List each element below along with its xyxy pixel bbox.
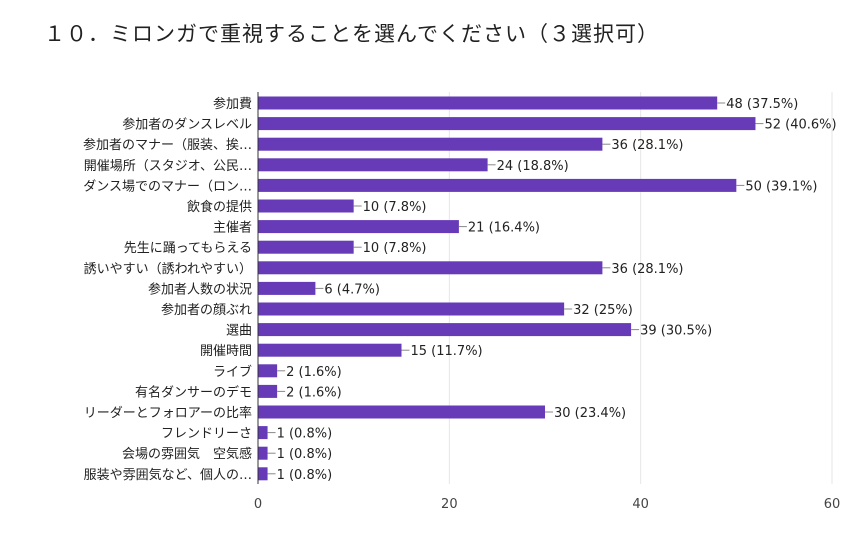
x-tick-label: 40 <box>632 497 649 512</box>
bar <box>258 364 278 378</box>
category-label: 主催者 <box>213 221 252 236</box>
category-label: 会場の雰囲気 空気感 <box>122 446 252 462</box>
data-label: 6 (4.7%) <box>324 282 380 297</box>
data-label: 1 (0.8%) <box>277 427 333 442</box>
data-label: 39 (30.5%) <box>640 324 712 339</box>
category-label: 服装や雰囲気など、個人の… <box>84 467 252 483</box>
bar <box>258 302 565 316</box>
data-label: 36 (28.1%) <box>611 138 683 153</box>
data-label: 10 (7.8%) <box>363 241 427 256</box>
bar <box>258 158 488 172</box>
category-label: 誘いやすい（誘われやすい） <box>84 262 252 277</box>
category-label: 選曲 <box>226 324 252 339</box>
category-label: 参加者のダンスレベル <box>122 117 252 133</box>
category-label: 開催時間 <box>200 344 252 359</box>
category-label: ライブ <box>213 364 252 380</box>
data-label: 48 (37.5%) <box>726 97 798 112</box>
category-label: 飲食の提供 <box>187 199 252 215</box>
x-tick-label: 60 <box>824 497 841 512</box>
category-label: 参加者の顔ぶれ <box>161 302 252 318</box>
bar <box>258 384 278 398</box>
bar <box>258 137 603 151</box>
bar <box>258 240 354 254</box>
category-label: 先生に踊ってもらえる <box>124 241 252 256</box>
bar <box>258 446 268 460</box>
data-label: 2 (1.6%) <box>286 365 342 380</box>
bar <box>258 117 756 131</box>
bar <box>258 178 737 192</box>
category-label: ダンス場でのマナー（ロン… <box>83 179 252 194</box>
data-label: 50 (39.1%) <box>745 179 817 194</box>
bar <box>258 96 718 110</box>
data-label: 24 (18.8%) <box>497 159 569 174</box>
data-label: 1 (0.8%) <box>277 447 333 462</box>
category-label: リーダーとフォロアーの比率 <box>84 405 252 421</box>
bar <box>258 405 545 419</box>
bar <box>258 220 459 234</box>
bar <box>258 323 632 337</box>
bar <box>258 281 316 295</box>
data-label: 21 (16.4%) <box>468 221 540 236</box>
category-label: 参加費 <box>213 96 252 112</box>
data-label: 1 (0.8%) <box>277 468 333 483</box>
bar <box>258 199 354 213</box>
data-label: 2 (1.6%) <box>286 385 342 400</box>
data-label: 30 (23.4%) <box>554 406 626 421</box>
bar <box>258 467 268 481</box>
category-label: フレンドリーさ <box>161 427 252 442</box>
bar <box>258 426 268 440</box>
bar <box>258 343 402 357</box>
chart-title: １０．ミロンガで重視することを選んでください（３選択可） <box>44 22 659 46</box>
data-label: 15 (11.7%) <box>411 344 483 359</box>
data-label: 10 (7.8%) <box>363 200 427 215</box>
category-label: 有名ダンサーのデモ <box>135 384 252 400</box>
x-tick-label: 0 <box>254 497 262 512</box>
data-label: 52 (40.6%) <box>764 118 836 133</box>
x-tick-label: 20 <box>441 497 458 512</box>
category-label: 参加者人数の状況 <box>148 281 252 297</box>
category-label: 開催場所（スタジオ、公民… <box>84 159 252 174</box>
category-label: 参加者のマナー（服装、挨… <box>83 137 252 153</box>
data-label: 32 (25%) <box>573 303 633 318</box>
bar <box>258 261 603 275</box>
data-label: 36 (28.1%) <box>611 262 683 277</box>
